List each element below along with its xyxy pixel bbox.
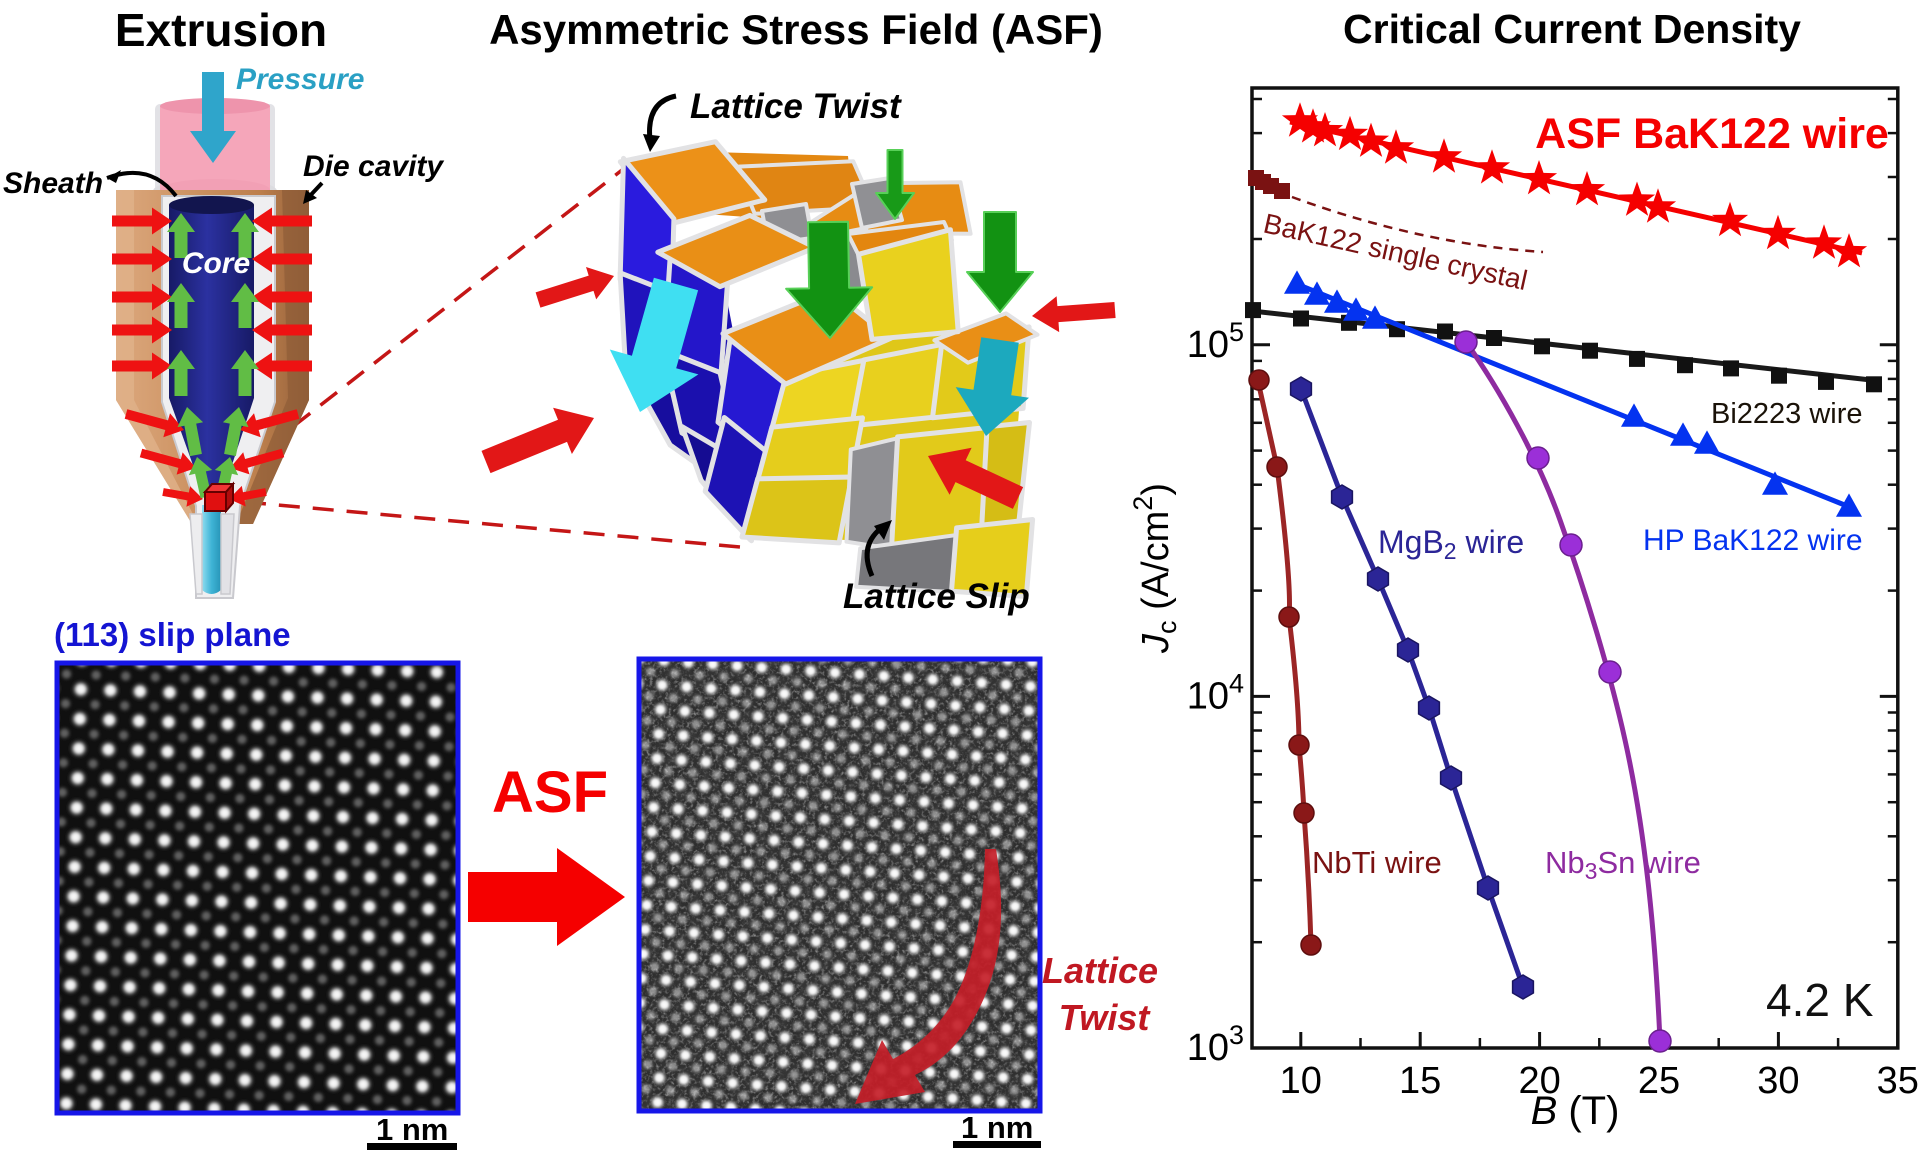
svg-text:(113) slip plane: (113) slip plane bbox=[54, 616, 291, 653]
svg-text:20: 20 bbox=[1518, 1060, 1560, 1102]
svg-text:NbTi wire: NbTi wire bbox=[1312, 845, 1442, 880]
svg-text:ASF: ASF bbox=[492, 760, 608, 825]
svg-text:Pressure: Pressure bbox=[236, 63, 364, 96]
svg-text:Extrusion: Extrusion bbox=[115, 4, 327, 56]
svg-text:Die cavity: Die cavity bbox=[303, 150, 444, 183]
svg-text:Lattice: Lattice bbox=[1042, 950, 1158, 991]
svg-text:Asymmetric Stress Field (ASF): Asymmetric Stress Field (ASF) bbox=[489, 6, 1103, 53]
svg-text:HP BaK122 wire: HP BaK122 wire bbox=[1643, 524, 1863, 557]
svg-text:Bi2223 wire: Bi2223 wire bbox=[1711, 398, 1863, 430]
svg-text:Lattice Twist: Lattice Twist bbox=[690, 87, 902, 126]
svg-text:Twist: Twist bbox=[1059, 997, 1152, 1038]
svg-text:ASF BaK122 wire: ASF BaK122 wire bbox=[1535, 110, 1889, 158]
svg-text:35: 35 bbox=[1877, 1060, 1919, 1102]
svg-text:30: 30 bbox=[1757, 1060, 1799, 1102]
svg-text:Core: Core bbox=[182, 247, 250, 280]
svg-text:B (T): B (T) bbox=[1531, 1089, 1620, 1133]
svg-text:Nb3Sn wire: Nb3Sn wire bbox=[1545, 845, 1701, 884]
svg-text:104: 104 bbox=[1187, 668, 1244, 717]
svg-text:15: 15 bbox=[1399, 1060, 1441, 1102]
svg-text:25: 25 bbox=[1638, 1060, 1680, 1102]
svg-text:1 nm: 1 nm bbox=[376, 1112, 448, 1147]
svg-text:Critical Current Density: Critical Current Density bbox=[1343, 6, 1801, 52]
svg-text:1 nm: 1 nm bbox=[961, 1110, 1033, 1145]
svg-text:10: 10 bbox=[1280, 1060, 1322, 1102]
svg-text:Lattice Slip: Lattice Slip bbox=[843, 577, 1030, 616]
svg-text:4.2 K: 4.2 K bbox=[1766, 974, 1874, 1026]
svg-text:Sheath: Sheath bbox=[3, 167, 103, 200]
